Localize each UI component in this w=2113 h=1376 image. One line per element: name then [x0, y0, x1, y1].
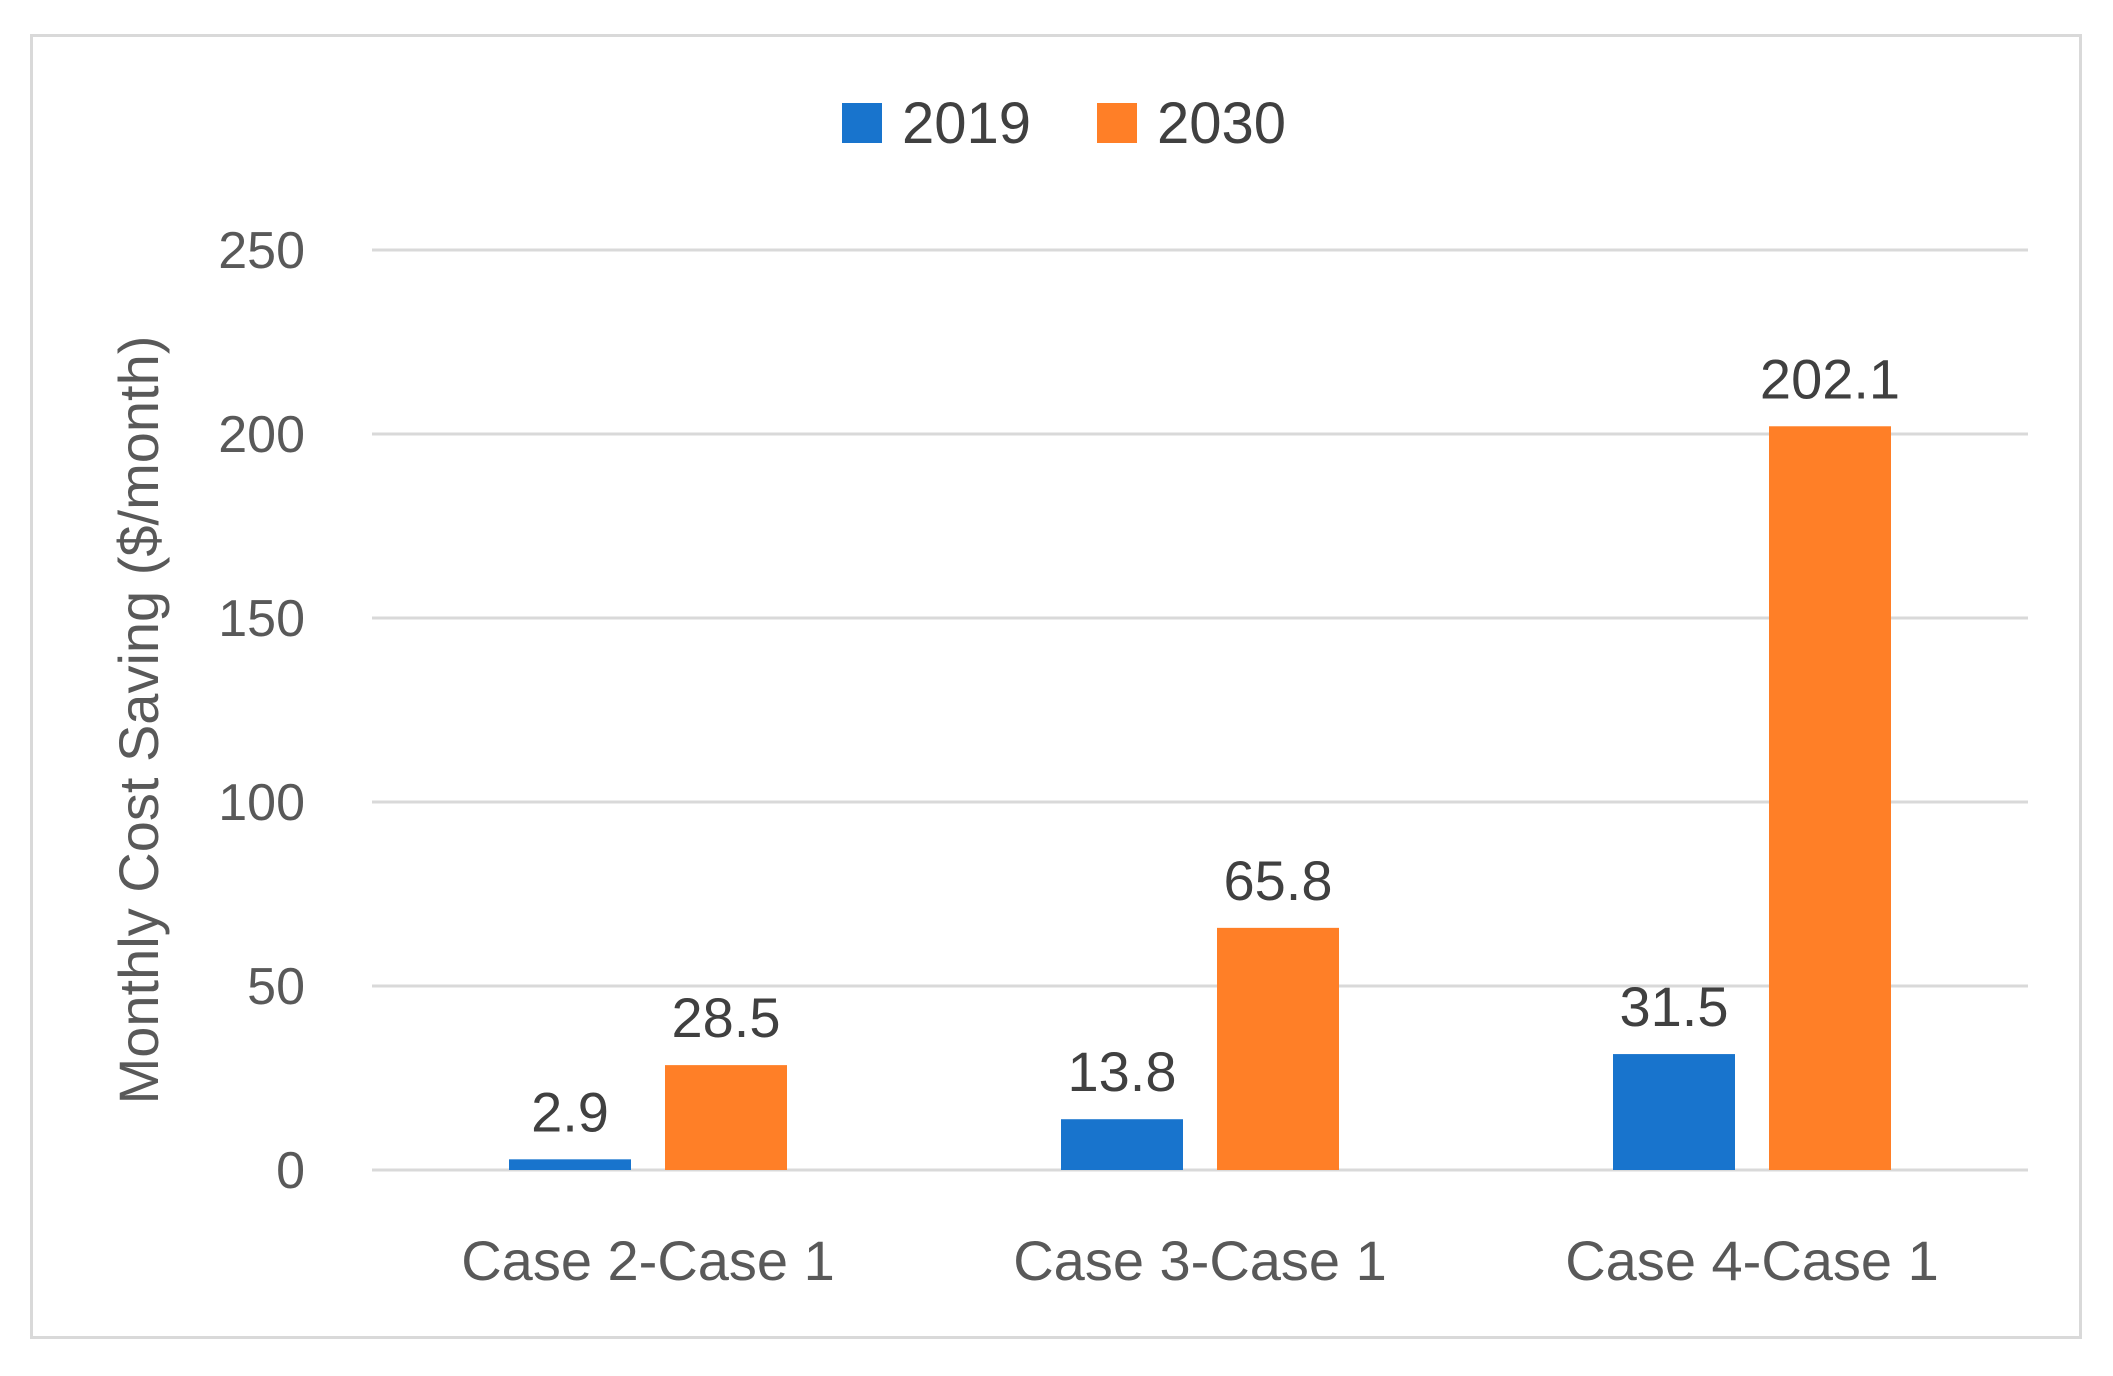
- legend-label-2030: 2030: [1157, 91, 1286, 156]
- data-label-2030-3: 202.1: [1760, 347, 1900, 410]
- bars: [509, 426, 1891, 1171]
- y-tick-label: 0: [276, 1142, 305, 1200]
- x-category-label: Case 4-Case 1: [1565, 1229, 1939, 1292]
- y-axis-title: Monthly Cost Saving ($/month): [107, 336, 170, 1105]
- data-label-2019-1: 2.9: [531, 1080, 609, 1143]
- y-tick-label: 150: [218, 590, 305, 648]
- data-labels: 2.9 28.5 13.8 65.8 31.5 202.1: [531, 347, 1900, 1143]
- legend-swatch-2019: [842, 103, 882, 143]
- data-label-2019-3: 31.5: [1620, 975, 1729, 1038]
- y-tick-label: 250: [218, 222, 305, 280]
- data-label-2030-2: 65.8: [1224, 849, 1333, 912]
- x-category-label: Case 2-Case 1: [461, 1229, 835, 1292]
- x-category-label: Case 3-Case 1: [1013, 1229, 1387, 1292]
- legend-swatch-2030: [1097, 103, 1137, 143]
- data-label-2030-1: 28.5: [672, 986, 781, 1049]
- y-tick-label: 200: [218, 406, 305, 464]
- bar-2019-2: [1061, 1119, 1183, 1170]
- bar-2019-1: [509, 1159, 631, 1170]
- legend-label-2019: 2019: [902, 91, 1031, 156]
- data-label-2019-2: 13.8: [1068, 1040, 1177, 1103]
- bar-2030-2: [1217, 927, 1339, 1170]
- bar-2030-1: [665, 1065, 787, 1170]
- legend: 2019 2030: [842, 91, 1286, 156]
- gridlines: [372, 248, 2028, 1172]
- x-axis-categories: Case 2-Case 1 Case 3-Case 1 Case 4-Case 1: [461, 1229, 1939, 1292]
- bar-2030-3: [1769, 426, 1891, 1171]
- y-tick-label: 50: [247, 958, 305, 1016]
- y-tick-label: 100: [218, 774, 305, 832]
- bar-2019-3: [1613, 1054, 1735, 1170]
- y-axis-ticks: 0 50 100 150 200 250: [218, 222, 305, 1200]
